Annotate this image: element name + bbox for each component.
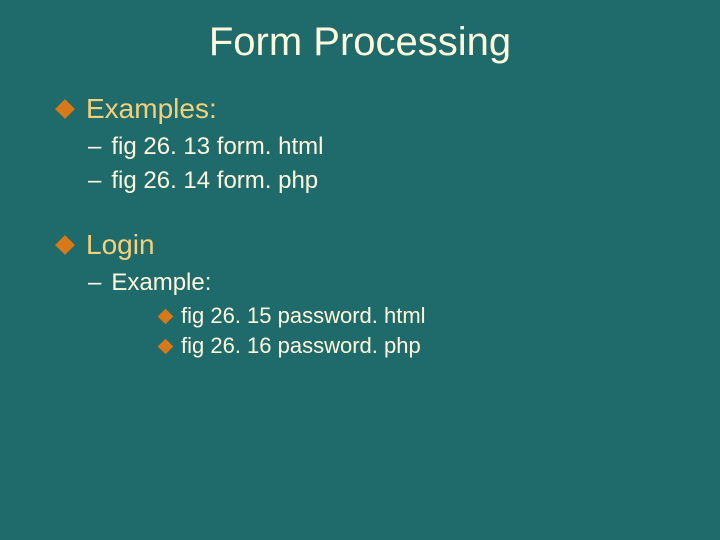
heading-text: Login xyxy=(86,229,155,261)
section-heading-examples: Examples: xyxy=(58,93,670,125)
sub-list-item: fig 26. 15 password. html xyxy=(160,303,670,329)
item-text: Example: xyxy=(111,269,211,297)
item-text: fig 26. 13 form. html xyxy=(111,133,323,161)
dash-bullet-icon: – xyxy=(88,269,101,297)
heading-text: Examples: xyxy=(86,93,217,125)
subitem-text: fig 26. 15 password. html xyxy=(181,303,426,329)
spacer xyxy=(50,201,670,229)
item-text: fig 26. 14 form. php xyxy=(111,167,318,195)
section-heading-login: Login xyxy=(58,229,670,261)
dash-bullet-icon: – xyxy=(88,133,101,161)
list-item: – fig 26. 14 form. php xyxy=(88,167,670,195)
dash-bullet-icon: – xyxy=(88,167,101,195)
slide: Form Processing Examples: – fig 26. 13 f… xyxy=(0,0,720,540)
diamond-bullet-icon xyxy=(158,308,174,324)
list-item: – Example: xyxy=(88,269,670,297)
diamond-bullet-icon xyxy=(158,338,174,354)
sub-list-item: fig 26. 16 password. php xyxy=(160,333,670,359)
list-item: – fig 26. 13 form. html xyxy=(88,133,670,161)
diamond-bullet-icon xyxy=(55,99,75,119)
subitem-text: fig 26. 16 password. php xyxy=(181,333,421,359)
diamond-bullet-icon xyxy=(55,235,75,255)
slide-title: Form Processing xyxy=(50,20,670,65)
